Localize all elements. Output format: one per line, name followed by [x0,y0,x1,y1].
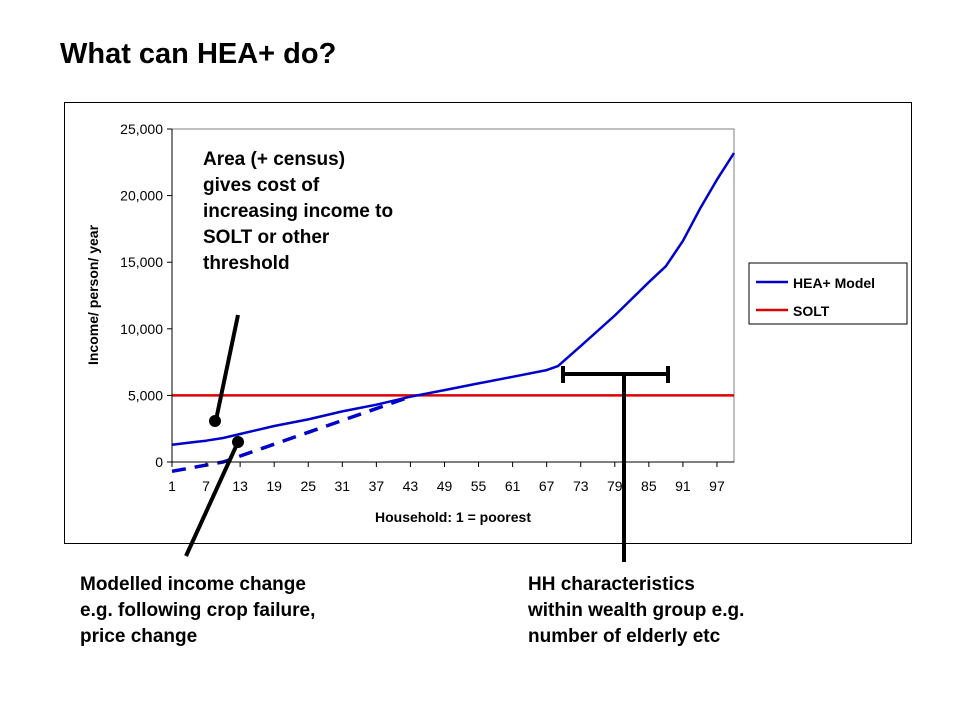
x-tick-label: 55 [471,478,487,494]
annotation-line: within wealth group e.g. [528,600,745,621]
pointer-dot-modelled [232,436,244,448]
y-tick-label: 15,000 [120,254,163,270]
x-tick-label: 31 [335,478,351,494]
legend-box [748,262,908,325]
series-line-hea-model [171,152,736,446]
x-tick-label: 49 [437,478,453,494]
x-axis-label: Household: 1 = poorest [375,509,531,525]
annotation-hh-characteristics: HH characteristics within wealth group e… [528,572,744,650]
x-tick-label: 85 [641,478,657,494]
x-tick-label: 67 [539,478,555,494]
y-tick-label: 25,000 [120,121,163,137]
x-tick-label: 79 [607,478,623,494]
x-tick-label: 91 [675,478,691,494]
x-tick-label: 43 [403,478,419,494]
chart-frame [64,102,912,544]
annotation-pointers [184,314,670,562]
x-tick-label: 37 [369,478,385,494]
x-tick-label: 73 [573,478,589,494]
y-tick-label: 20,000 [120,188,163,204]
annotation-line: Area (+ census) [203,149,346,170]
pointer-dot-area [209,415,221,427]
pointer-line-area [214,314,240,421]
legend-label-solt: SOLT [793,303,830,319]
y-tick-label: 10,000 [120,321,163,337]
x-tick-label: 97 [709,478,725,494]
x-tick-label: 25 [300,478,316,494]
annotation-line: HH characteristics [528,574,695,595]
legend: HEA+ Model SOLT [748,262,908,325]
y-tick-label: 0 [155,454,163,470]
x-tick-label: 13 [232,478,248,494]
series-line-modelled-change [171,395,411,474]
pointer-line-modelled [184,441,240,557]
annotation-area-census: Area (+ census) gives cost of increasing… [203,147,393,277]
x-tick-label: 1 [168,478,176,494]
x-tick-label: 61 [505,478,521,494]
legend-label-model: HEA+ Model [793,275,875,291]
annotation-line: number of elderly etc [528,626,721,647]
annotation-line: threshold [203,253,290,274]
y-axis-label: Income/ person/ year [85,224,101,365]
annotation-line: gives cost of [203,175,320,196]
annotation-line: price change [80,626,198,647]
annotation-modelled-change: Modelled income change e.g. following cr… [80,572,315,650]
annotation-line: Modelled income change [80,574,306,595]
slide-title: What can HEA+ do? [60,38,337,70]
annotation-line: SOLT or other [203,227,330,248]
y-tick-label: 5,000 [128,387,163,403]
annotation-line: e.g. following crop failure, [80,600,316,621]
annotation-line: increasing income to [203,201,394,222]
x-tick-label: 19 [266,478,282,494]
x-tick-label: 7 [202,478,210,494]
